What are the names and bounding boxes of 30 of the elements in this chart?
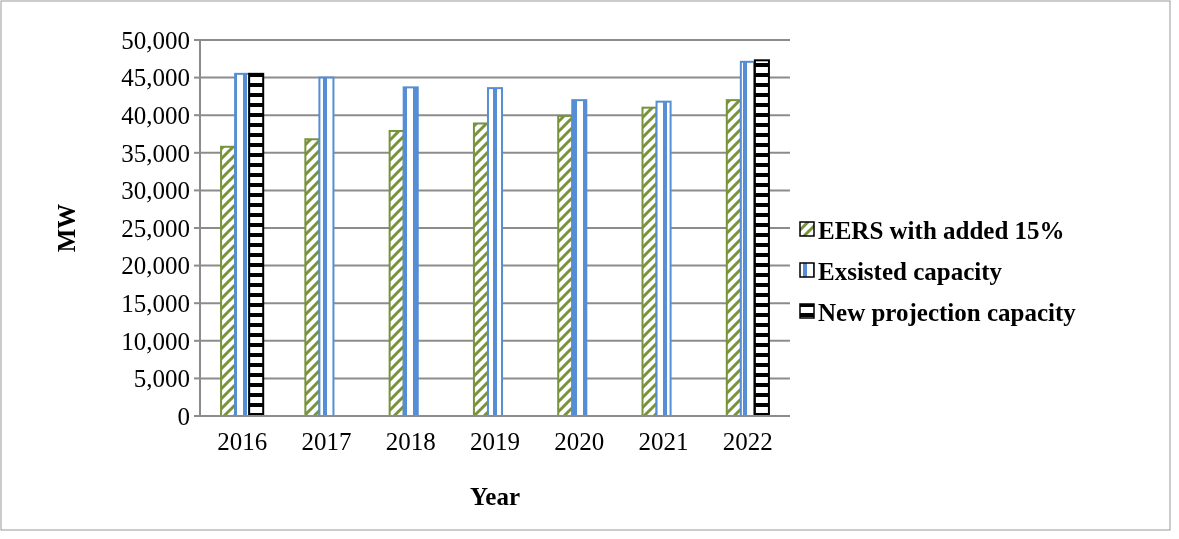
bar [402,86,419,417]
y-tick-label: 50,000 [121,26,190,54]
x-tick-label: 2021 [638,428,689,455]
y-tick-label: 5,000 [133,365,190,393]
x-tick-label: 2018 [385,428,436,455]
bar [655,100,672,417]
x-tick-label: 2020 [554,428,605,455]
y-tick-label: 45,000 [121,64,190,92]
bar [486,87,504,417]
legend-label: New projection capacity [818,298,1077,326]
y-tick-label: 35,000 [121,139,190,167]
x-tick-label: 2017 [301,428,352,455]
y-tick-label: 15,000 [121,289,190,317]
y-tick-label: 40,000 [121,101,190,129]
bar [318,76,335,417]
bar [571,99,588,417]
x-tick-label: 2016 [217,428,268,455]
bar [753,59,770,417]
legend-label: EERS with added 15% [818,216,1065,244]
y-tick-label: 10,000 [121,327,190,355]
y-tick-label: 30,000 [121,177,190,205]
y-tick-label: 25,000 [121,214,190,242]
y-axis-title: MW [53,203,80,253]
y-tick-label: 20,000 [121,252,190,280]
bar [248,72,265,417]
y-tick-label: 0 [177,402,190,430]
legend-label: Exsisted capacity [818,257,1003,285]
x-tick-label: 2022 [722,428,773,455]
x-tick-label: 2019 [470,428,520,455]
x-axis-title: Year [470,483,520,510]
